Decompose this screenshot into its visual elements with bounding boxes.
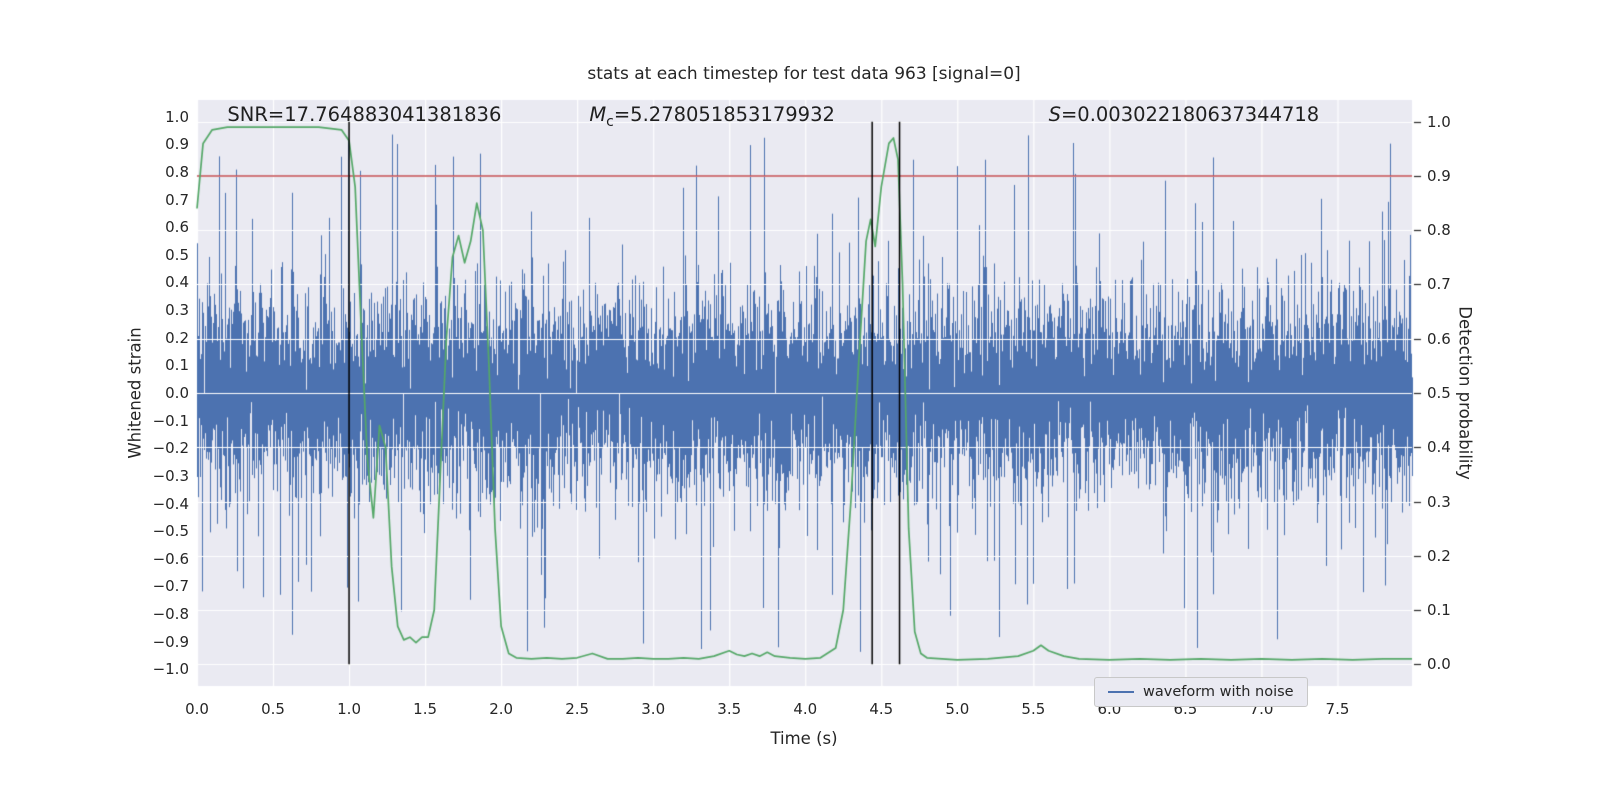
plot-canvas xyxy=(0,0,1600,800)
